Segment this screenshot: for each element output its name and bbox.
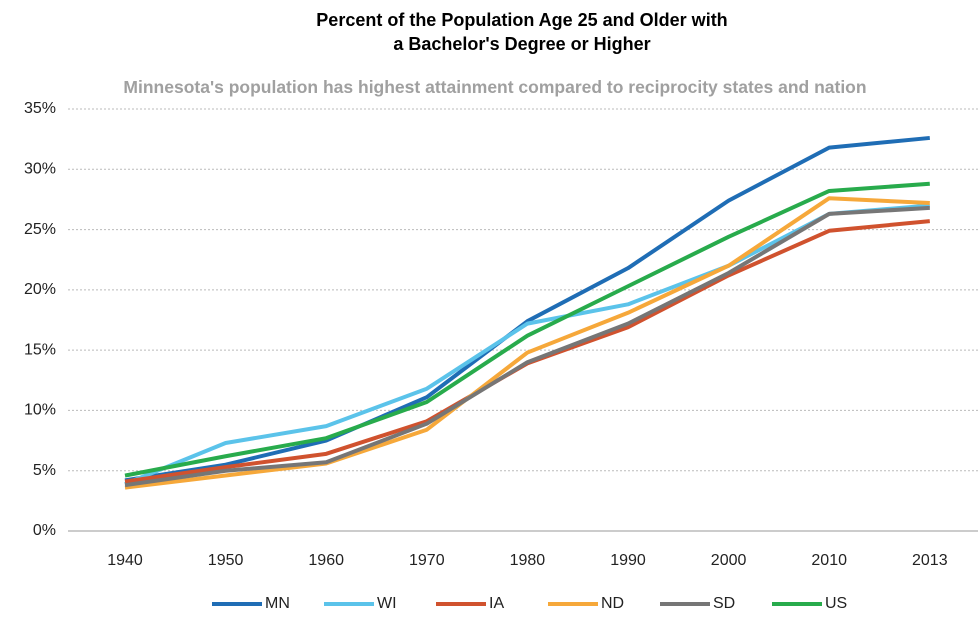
chart-title: Percent of the Population Age 25 and Old… [316, 10, 728, 54]
legend-label: US [825, 595, 847, 612]
legend-label: IA [489, 595, 504, 612]
x-tick-label: 1940 [107, 552, 143, 569]
y-tick-label: 25% [24, 221, 56, 238]
x-tick-label: 1950 [208, 552, 244, 569]
x-tick-label: 1980 [510, 552, 546, 569]
series-line [124, 205, 930, 488]
x-tick-label: 1990 [610, 552, 646, 569]
x-tick-label: 2000 [711, 552, 747, 569]
legend-label: MN [265, 595, 290, 612]
chart-subtitle: Minnesota's population has highest attai… [123, 77, 867, 97]
y-tick-label: 5% [33, 462, 56, 479]
y-tick-label: 0% [33, 522, 56, 539]
legend-label: SD [713, 595, 735, 612]
series-line [124, 196, 930, 490]
legend-label: WI [377, 595, 397, 612]
y-tick-label: 35% [24, 100, 56, 117]
x-tick-label: 1970 [409, 552, 445, 569]
x-tick-label: 2010 [811, 552, 847, 569]
x-tick-label: 1960 [308, 552, 344, 569]
series-line [124, 203, 930, 486]
legend-label: ND [601, 595, 624, 612]
series-line [124, 135, 930, 483]
series-line [124, 181, 930, 478]
y-tick-label: 30% [24, 161, 56, 178]
y-tick-label: 15% [24, 341, 56, 358]
y-tick-label: 10% [24, 402, 56, 419]
x-tick-label: 2013 [912, 552, 948, 569]
y-tick-label: 20% [24, 281, 56, 298]
